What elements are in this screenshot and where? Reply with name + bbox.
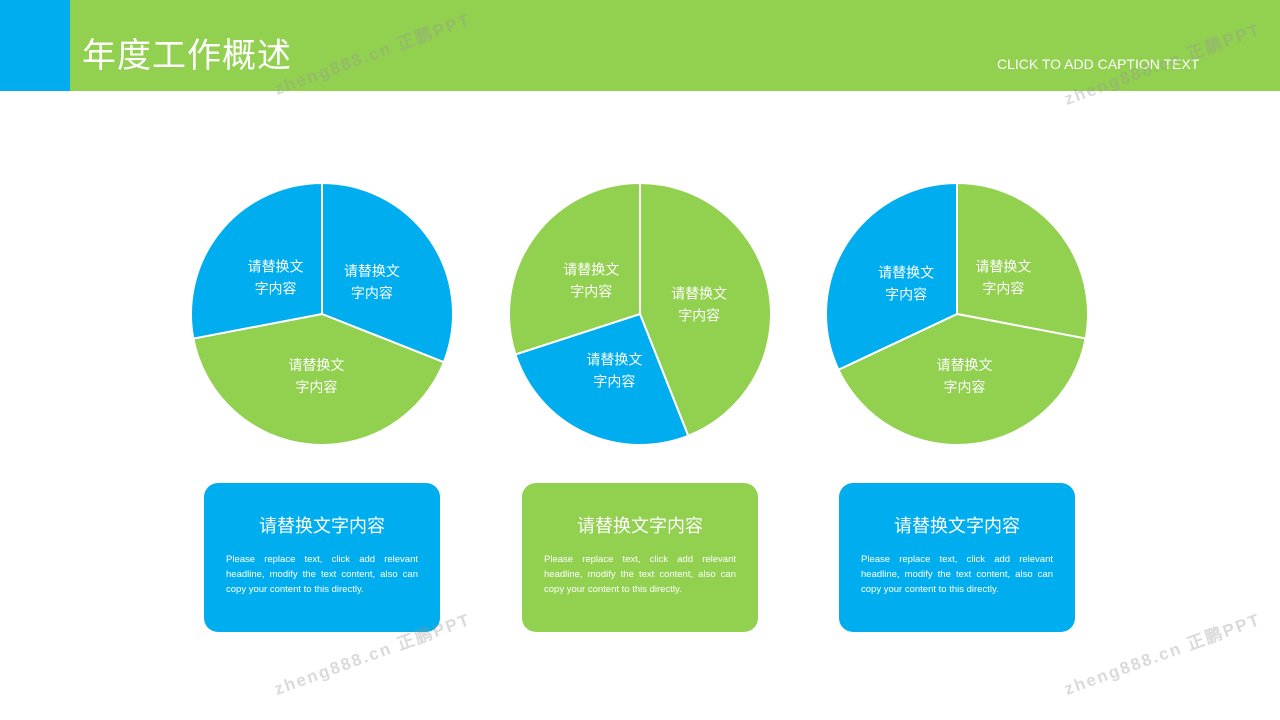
page-title: 年度工作概述 bbox=[82, 36, 292, 76]
pie-slice bbox=[321, 181, 454, 364]
pie-slice bbox=[837, 312, 1087, 446]
pie-slice-label: 请替换文字内容 bbox=[563, 262, 619, 301]
pie-slice-label: 请替换文字内容 bbox=[671, 286, 727, 325]
card-body: Please replace text, click add relevant … bbox=[544, 554, 736, 595]
pie-slice-label: 请替换文字内容 bbox=[937, 357, 993, 396]
card-title: 请替换文字内容 bbox=[259, 516, 385, 537]
card-3: 请替换文字内容 Please replace text, click add r… bbox=[839, 483, 1075, 632]
pie-slice bbox=[514, 312, 690, 446]
card-body: Please replace text, click add relevant … bbox=[861, 554, 1053, 595]
card-2: 请替换文字内容 Please replace text, click add r… bbox=[522, 483, 758, 632]
card-1: 请替换文字内容 Please replace text, click add r… bbox=[204, 483, 440, 632]
pie-slice bbox=[956, 181, 1089, 340]
pie-slice-label: 请替换文字内容 bbox=[248, 259, 304, 298]
card-title: 请替换文字内容 bbox=[894, 516, 1020, 537]
header-bar bbox=[70, 0, 1280, 91]
header-accent-block bbox=[0, 0, 70, 91]
pie-slice-label: 请替换文字内容 bbox=[878, 265, 934, 304]
pie-slice-label: 请替换文字内容 bbox=[586, 352, 642, 391]
pie-slice-label: 请替换文字内容 bbox=[975, 259, 1031, 298]
pie-slice-label: 请替换文字内容 bbox=[288, 357, 344, 396]
pie-slice bbox=[639, 181, 772, 438]
card-body: Please replace text, click add relevant … bbox=[226, 554, 418, 595]
pie-slice bbox=[508, 181, 641, 356]
pie-slice bbox=[825, 181, 958, 372]
header-caption: CLICK TO ADD CAPTION TEXT bbox=[997, 56, 1200, 72]
card-title: 请替换文字内容 bbox=[577, 516, 703, 537]
pie-slice bbox=[190, 181, 323, 340]
pie-slice bbox=[192, 312, 446, 446]
pie-slice-label: 请替换文字内容 bbox=[344, 263, 400, 302]
